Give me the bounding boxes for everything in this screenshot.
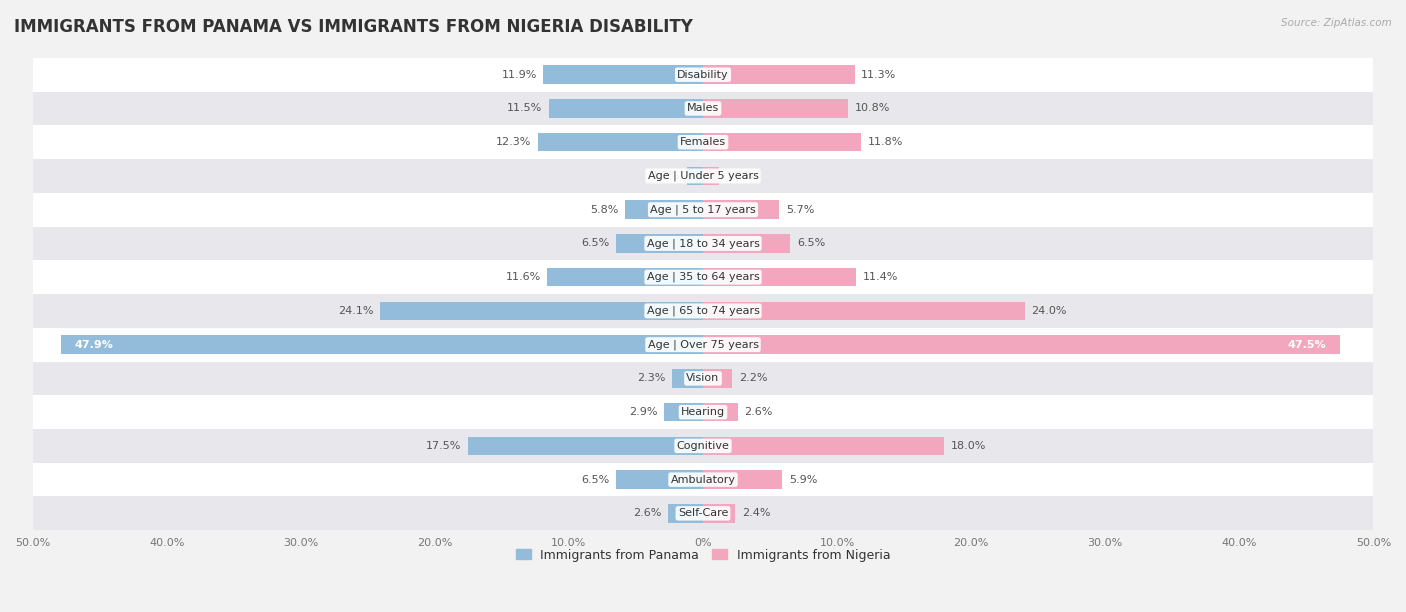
Bar [703, 234, 790, 253]
Bar [468, 436, 703, 455]
Text: Vision: Vision [686, 373, 720, 383]
Bar [626, 200, 703, 219]
Text: Age | Under 5 years: Age | Under 5 years [648, 171, 758, 181]
Text: 2.4%: 2.4% [742, 509, 770, 518]
Text: 47.5%: 47.5% [1288, 340, 1326, 349]
Bar [703, 133, 862, 152]
Bar [703, 268, 856, 286]
Bar [32, 58, 1374, 92]
Bar [32, 226, 1374, 260]
Bar [616, 234, 703, 253]
Text: 24.1%: 24.1% [337, 306, 373, 316]
Bar [32, 294, 1374, 328]
Bar [380, 302, 703, 320]
Text: 10.8%: 10.8% [855, 103, 890, 113]
Bar [60, 335, 703, 354]
Bar [544, 65, 703, 84]
Text: 11.8%: 11.8% [868, 137, 903, 147]
Text: 2.6%: 2.6% [633, 509, 661, 518]
Bar [703, 200, 779, 219]
Text: Males: Males [688, 103, 718, 113]
Text: Age | 5 to 17 years: Age | 5 to 17 years [650, 204, 756, 215]
Bar [703, 99, 848, 118]
Text: 17.5%: 17.5% [426, 441, 461, 451]
Bar [703, 504, 735, 523]
Bar [547, 268, 703, 286]
Text: 11.4%: 11.4% [862, 272, 898, 282]
Text: Age | 35 to 64 years: Age | 35 to 64 years [647, 272, 759, 282]
Text: 6.5%: 6.5% [797, 239, 825, 248]
Bar [32, 92, 1374, 125]
Text: Hearing: Hearing [681, 407, 725, 417]
Text: 1.2%: 1.2% [652, 171, 681, 181]
Text: 11.6%: 11.6% [506, 272, 541, 282]
Bar [32, 260, 1374, 294]
Text: 18.0%: 18.0% [950, 441, 987, 451]
Text: Females: Females [681, 137, 725, 147]
Bar [32, 159, 1374, 193]
Bar [668, 504, 703, 523]
Bar [703, 471, 782, 489]
Text: Ambulatory: Ambulatory [671, 475, 735, 485]
Text: Cognitive: Cognitive [676, 441, 730, 451]
Bar [672, 369, 703, 387]
Bar [32, 463, 1374, 496]
Text: 47.9%: 47.9% [75, 340, 112, 349]
Text: 5.7%: 5.7% [786, 204, 814, 215]
Text: 5.8%: 5.8% [591, 204, 619, 215]
Text: Age | 18 to 34 years: Age | 18 to 34 years [647, 238, 759, 248]
Text: Self-Care: Self-Care [678, 509, 728, 518]
Text: IMMIGRANTS FROM PANAMA VS IMMIGRANTS FROM NIGERIA DISABILITY: IMMIGRANTS FROM PANAMA VS IMMIGRANTS FRO… [14, 18, 693, 36]
Bar [32, 328, 1374, 362]
Text: 11.3%: 11.3% [862, 70, 897, 80]
Text: 11.9%: 11.9% [502, 70, 537, 80]
Text: 2.9%: 2.9% [628, 407, 658, 417]
Bar [664, 403, 703, 422]
Legend: Immigrants from Panama, Immigrants from Nigeria: Immigrants from Panama, Immigrants from … [510, 543, 896, 567]
Text: Source: ZipAtlas.com: Source: ZipAtlas.com [1281, 18, 1392, 28]
Text: 24.0%: 24.0% [1032, 306, 1067, 316]
Bar [32, 362, 1374, 395]
Bar [703, 369, 733, 387]
Bar [32, 496, 1374, 530]
Bar [32, 395, 1374, 429]
Text: 2.3%: 2.3% [637, 373, 665, 383]
Bar [703, 335, 1340, 354]
Text: 2.6%: 2.6% [745, 407, 773, 417]
Bar [703, 302, 1025, 320]
Bar [32, 193, 1374, 226]
Text: 11.5%: 11.5% [506, 103, 543, 113]
Bar [616, 471, 703, 489]
Bar [548, 99, 703, 118]
Text: 5.9%: 5.9% [789, 475, 817, 485]
Text: 2.2%: 2.2% [740, 373, 768, 383]
Bar [703, 166, 718, 185]
Bar [688, 166, 703, 185]
Text: Age | 65 to 74 years: Age | 65 to 74 years [647, 305, 759, 316]
Text: Age | Over 75 years: Age | Over 75 years [648, 340, 758, 350]
Text: 12.3%: 12.3% [496, 137, 531, 147]
Bar [538, 133, 703, 152]
Text: 1.2%: 1.2% [725, 171, 754, 181]
Bar [32, 429, 1374, 463]
Bar [32, 125, 1374, 159]
Bar [703, 436, 945, 455]
Bar [703, 403, 738, 422]
Text: Disability: Disability [678, 70, 728, 80]
Text: 6.5%: 6.5% [581, 475, 609, 485]
Bar [703, 65, 855, 84]
Text: 6.5%: 6.5% [581, 239, 609, 248]
